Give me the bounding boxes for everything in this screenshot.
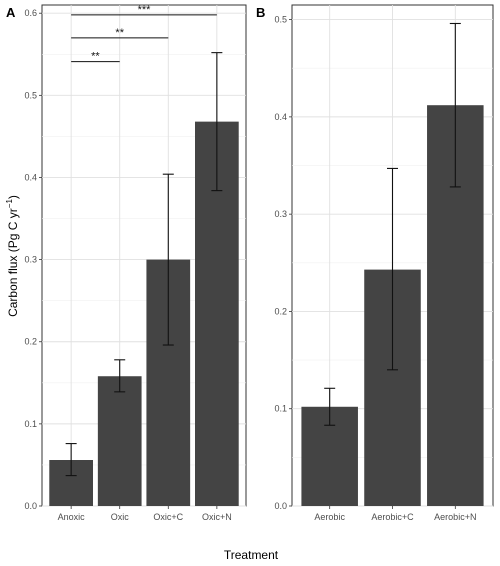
x-tick-label: Aerobic+C	[371, 512, 414, 522]
y-axis-title-close: )	[6, 195, 20, 199]
significance-label: ***	[138, 4, 152, 16]
panel-b: B 0.00.10.20.30.40.5 Aerobic Aerobic+C Aer…	[256, 4, 494, 522]
y-axis-title: Carbon flux (Pg C yr−1)	[5, 195, 20, 317]
x-tick-label: Anoxic	[58, 512, 86, 522]
y-tick-label: 0.6	[24, 8, 37, 18]
y-tick-label: 0.4	[24, 172, 37, 182]
y-tick-label: 0.2	[24, 337, 37, 347]
y-tick-label: 0.0	[274, 501, 287, 511]
x-tick-label: Oxic+C	[153, 512, 183, 522]
y-tick-label: 0.3	[274, 209, 287, 219]
panel-a-y-axis: 0.0 0.1 0.2 0.3 0.4 0.5 0.6	[24, 8, 42, 511]
panel-a-tag: A	[6, 5, 16, 20]
significance-label: **	[115, 27, 124, 39]
y-tick-label: 0.4	[274, 112, 287, 122]
bar-oxic	[97, 376, 142, 506]
panel-a-x-axis: Anoxic Oxic Oxic+C Oxic+N	[58, 506, 232, 522]
x-tick-label: Oxic	[111, 512, 130, 522]
panel-b-x-axis: Aerobic Aerobic+C Aerobic+N	[314, 506, 476, 522]
panel-a-bars	[49, 121, 239, 507]
panel-b-tag: B	[256, 5, 265, 20]
x-tick-label: Aerobic	[314, 512, 345, 522]
y-axis-title-superscript: −1	[5, 199, 14, 209]
y-tick-label: 0.2	[274, 306, 287, 316]
y-tick-label: 0.5	[24, 90, 37, 100]
y-tick-label: 0.0	[24, 501, 37, 511]
panel-b-error-bars	[324, 22, 461, 426]
panel-b-y-axis: 0.0 0.1 0.2 0.3 0.4 0.5	[274, 15, 292, 511]
y-tick-label: 0.1	[24, 419, 37, 429]
panel-a: A ******* 0.00.10.20.30.40.50.6 Anoxic Ox…	[5, 4, 247, 522]
significance-label: **	[91, 51, 100, 63]
x-tick-label: Oxic+N	[202, 512, 232, 522]
x-tick-label: Aerobic+N	[434, 512, 476, 522]
y-tick-label: 0.3	[24, 255, 37, 265]
panel-a-significance: *******	[71, 4, 217, 63]
y-tick-label: 0.1	[274, 404, 287, 414]
x-axis-title: Treatment	[224, 548, 279, 562]
y-tick-label: 0.5	[274, 15, 287, 25]
y-axis-title-main: Carbon flux (Pg C yr	[6, 208, 20, 317]
panel-a-error-bars	[65, 52, 223, 477]
